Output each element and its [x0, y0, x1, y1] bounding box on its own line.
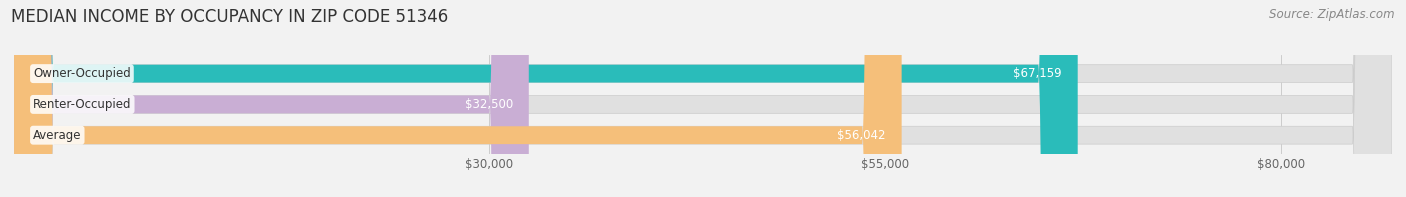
FancyBboxPatch shape	[14, 0, 901, 197]
FancyBboxPatch shape	[14, 0, 1078, 197]
Text: $56,042: $56,042	[838, 129, 886, 142]
Text: Renter-Occupied: Renter-Occupied	[34, 98, 132, 111]
FancyBboxPatch shape	[14, 0, 1392, 197]
Text: Average: Average	[34, 129, 82, 142]
Text: Owner-Occupied: Owner-Occupied	[34, 67, 131, 80]
FancyBboxPatch shape	[14, 0, 529, 197]
Text: $32,500: $32,500	[465, 98, 513, 111]
Text: MEDIAN INCOME BY OCCUPANCY IN ZIP CODE 51346: MEDIAN INCOME BY OCCUPANCY IN ZIP CODE 5…	[11, 8, 449, 26]
FancyBboxPatch shape	[14, 0, 1392, 197]
FancyBboxPatch shape	[14, 0, 1392, 197]
Text: $67,159: $67,159	[1014, 67, 1062, 80]
Text: Source: ZipAtlas.com: Source: ZipAtlas.com	[1270, 8, 1395, 21]
